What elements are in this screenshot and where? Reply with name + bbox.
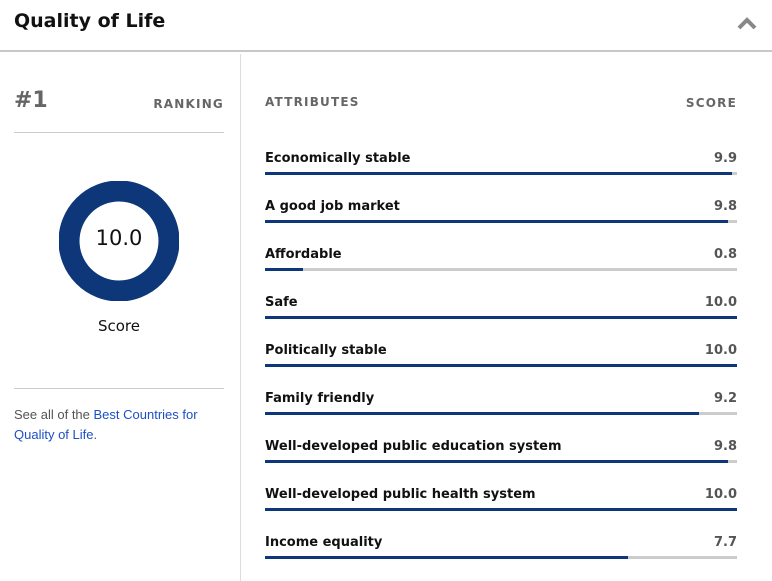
- attribute-score: 9.2: [713, 391, 737, 406]
- score-bar-fill: [265, 364, 737, 367]
- attribute-row: Well-developed public education system 9…: [265, 439, 737, 479]
- attribute-label: A good job market: [265, 199, 400, 214]
- score-bar-track: [265, 268, 737, 271]
- rank-label: RANKING: [153, 97, 224, 111]
- score-ring-fill: [59, 181, 179, 301]
- attributes-header: ATTRIBUTES: [265, 95, 360, 109]
- divider: [14, 388, 224, 389]
- attribute-row: Safe 10.0: [265, 295, 737, 335]
- attribute-score: 9.9: [713, 151, 737, 166]
- note-text: See all of the: [14, 407, 94, 422]
- rank-value: #1: [14, 88, 48, 113]
- attribute-score: 10.0: [704, 295, 737, 310]
- score-bar-fill: [265, 268, 303, 271]
- attribute-row: Family friendly 9.2: [265, 391, 737, 431]
- attribute-row: Well-developed public health system 10.0: [265, 487, 737, 527]
- section-header[interactable]: Quality of Life: [0, 0, 772, 52]
- attribute-label: Economically stable: [265, 151, 411, 166]
- attribute-label: Safe: [265, 295, 298, 310]
- score-value: 10.0: [95, 226, 143, 250]
- score-bar-track: [265, 412, 737, 415]
- attribute-row: Politically stable 10.0: [265, 343, 737, 383]
- score-bar-track: [265, 508, 737, 511]
- score-ring: [59, 181, 179, 301]
- score-bar-fill: [265, 316, 737, 319]
- score-bar-track: [265, 460, 737, 463]
- summary-panel: #1 RANKING 10.0 Score See all of the Bes…: [0, 54, 241, 581]
- attribute-score: 9.8: [713, 439, 737, 454]
- divider: [14, 132, 224, 133]
- score-bar-track: [265, 316, 737, 319]
- score-bar-fill: [265, 412, 700, 415]
- attribute-score: 10.0: [704, 487, 737, 502]
- score-header: SCORE: [685, 96, 737, 110]
- attribute-label: Well-developed public education system: [265, 439, 562, 454]
- attribute-score: 7.7: [713, 535, 737, 550]
- score-bar-fill: [265, 172, 733, 175]
- chevron-up-icon[interactable]: [736, 14, 758, 32]
- attribute-row: Economically stable 9.9: [265, 151, 737, 191]
- score-bar-track: [265, 220, 737, 223]
- score-bar-track: [265, 556, 737, 559]
- attribute-row: Income equality 7.7: [265, 535, 737, 575]
- attribute-label: Income equality: [265, 535, 383, 550]
- attribute-row: A good job market 9.8: [265, 199, 737, 239]
- attribute-label: Politically stable: [265, 343, 387, 358]
- score-bar-fill: [265, 556, 629, 559]
- attribute-score: 10.0: [704, 343, 737, 358]
- attribute-label: Well-developed public health system: [265, 487, 536, 502]
- best-countries-link[interactable]: Best Countries for Quality of Life: [14, 407, 198, 442]
- attribute-score: 9.8: [713, 199, 737, 214]
- attribute-row: Affordable 0.8: [265, 247, 737, 287]
- see-all-note: See all of the Best Countries for Qualit…: [14, 405, 229, 445]
- score-bar-track: [265, 364, 737, 367]
- score-bar-fill: [265, 220, 728, 223]
- section-title: Quality of Life: [14, 10, 166, 32]
- score-bar-fill: [265, 508, 737, 511]
- score-label: Score: [97, 317, 140, 335]
- attribute-label: Family friendly: [265, 391, 375, 406]
- score-bar-fill: [265, 460, 728, 463]
- score-bar-track: [265, 172, 737, 175]
- note-text: .: [93, 427, 98, 442]
- attribute-score: 0.8: [713, 247, 737, 262]
- attribute-label: Affordable: [265, 247, 342, 262]
